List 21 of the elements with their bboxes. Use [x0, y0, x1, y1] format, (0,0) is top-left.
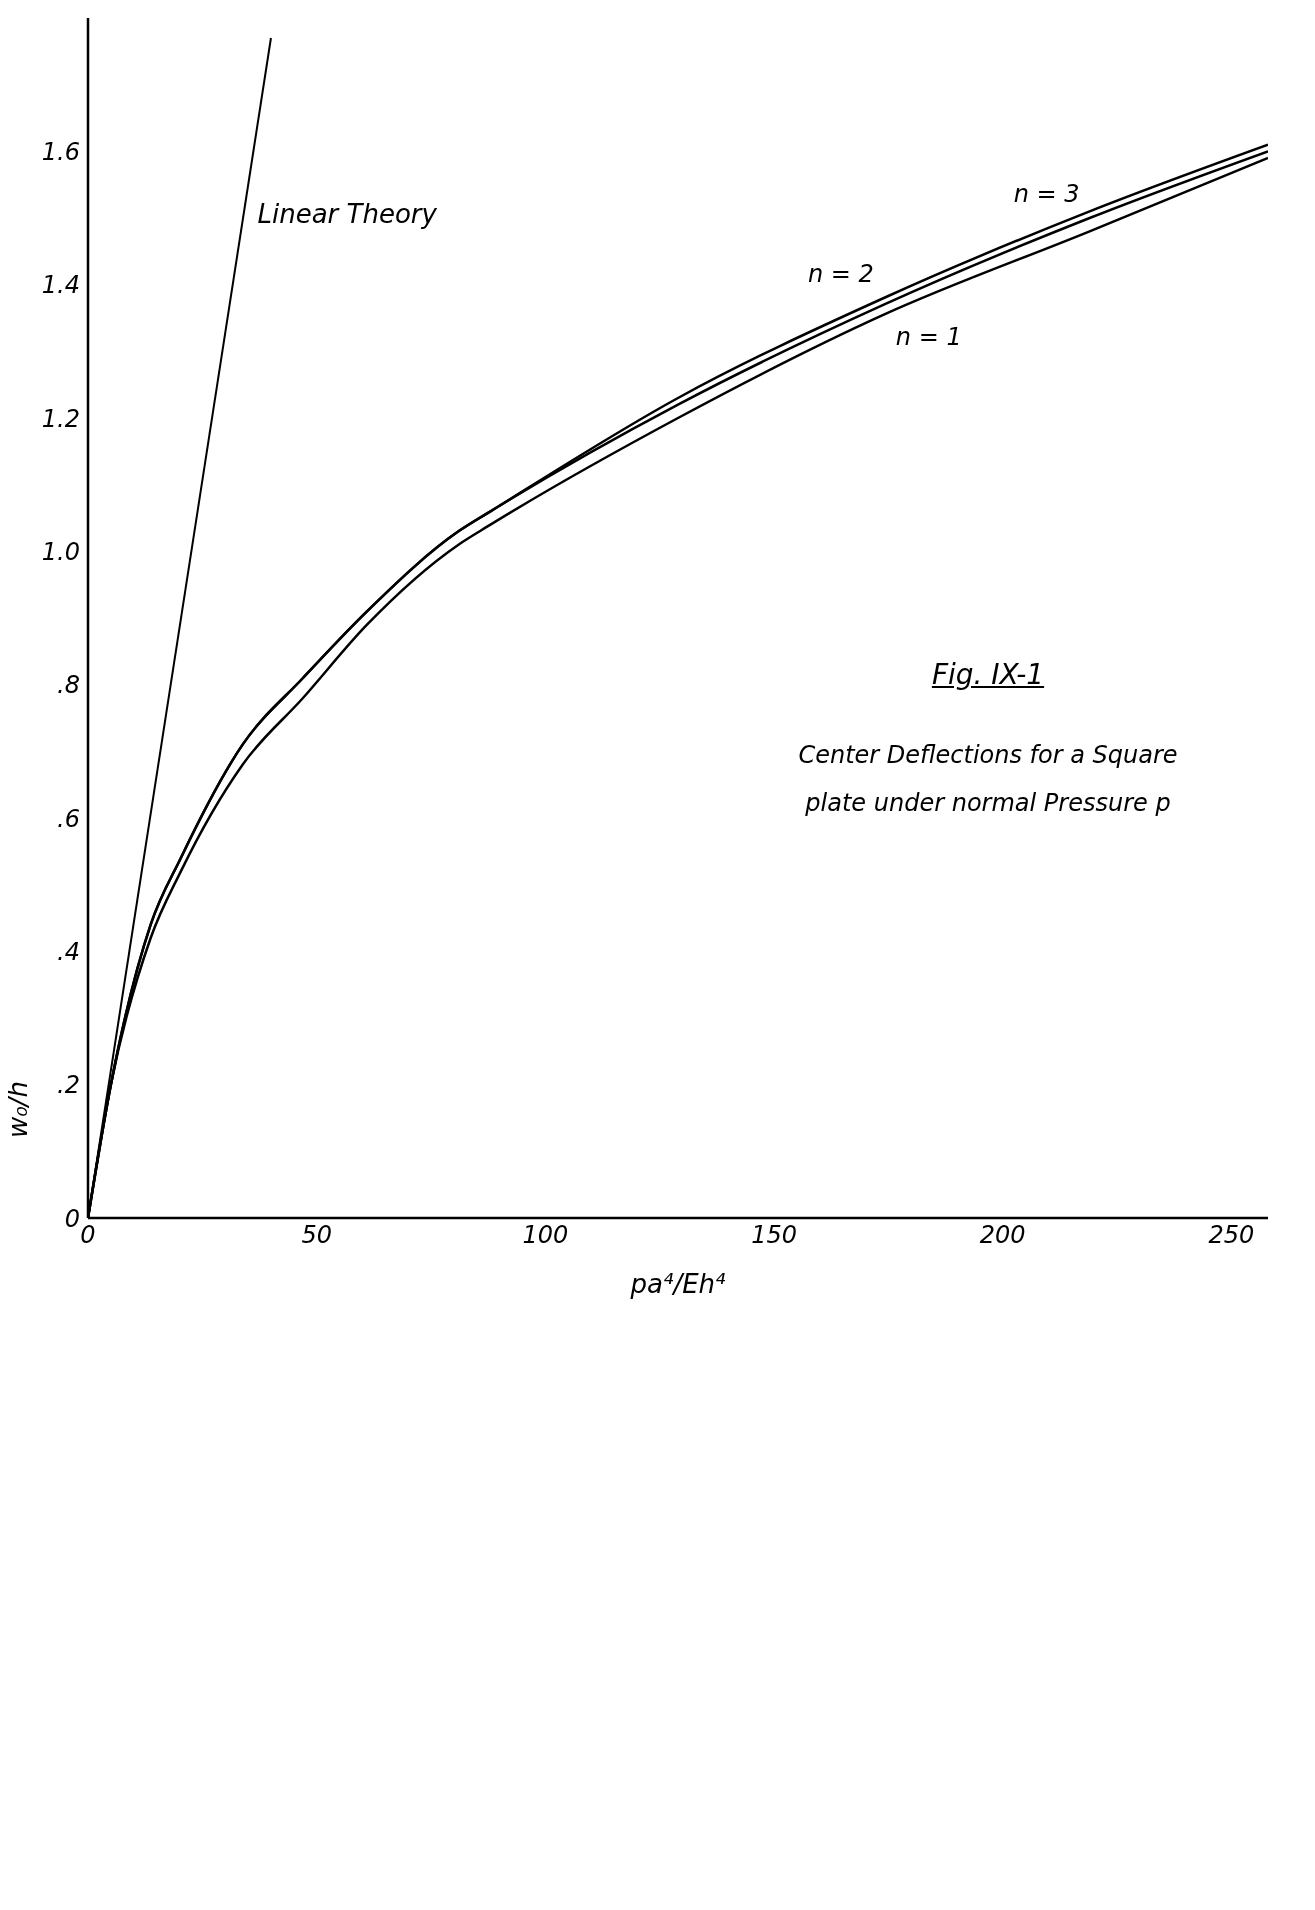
y-axis-title: w₀/h [3, 1081, 34, 1138]
y-tick-label: 1.6 [41, 137, 80, 166]
x-tick-label: 150 [751, 1221, 797, 1250]
y-tick-label: .4 [57, 937, 80, 966]
x-tick-label: 100 [522, 1221, 569, 1250]
y-tick-label: .8 [57, 671, 80, 700]
y-tick-label: .2 [57, 1071, 80, 1100]
series-label: n = 3 [1013, 180, 1080, 208]
series-label: n = 1 [895, 322, 962, 351]
x-tick-label: 200 [979, 1221, 1026, 1250]
text: Center Deflections for a Square plate under normal Pressure p [797, 740, 1179, 819]
series-label: Linear Theory [257, 199, 438, 229]
x-tick-label: 50 [301, 1221, 332, 1250]
x-axis-title: pa⁴/Eh⁴ [629, 1269, 727, 1299]
y-tick-label: 1.4 [41, 271, 80, 300]
y-tick-label: 1.2 [41, 404, 80, 433]
x-tick-label: 250 [1208, 1221, 1255, 1250]
y-tick-label: .6 [57, 804, 80, 833]
series-label: n = 2 [807, 260, 874, 288]
y-tick-label: 1.0 [41, 537, 80, 566]
text: Fig. IX-1 [930, 658, 1046, 691]
